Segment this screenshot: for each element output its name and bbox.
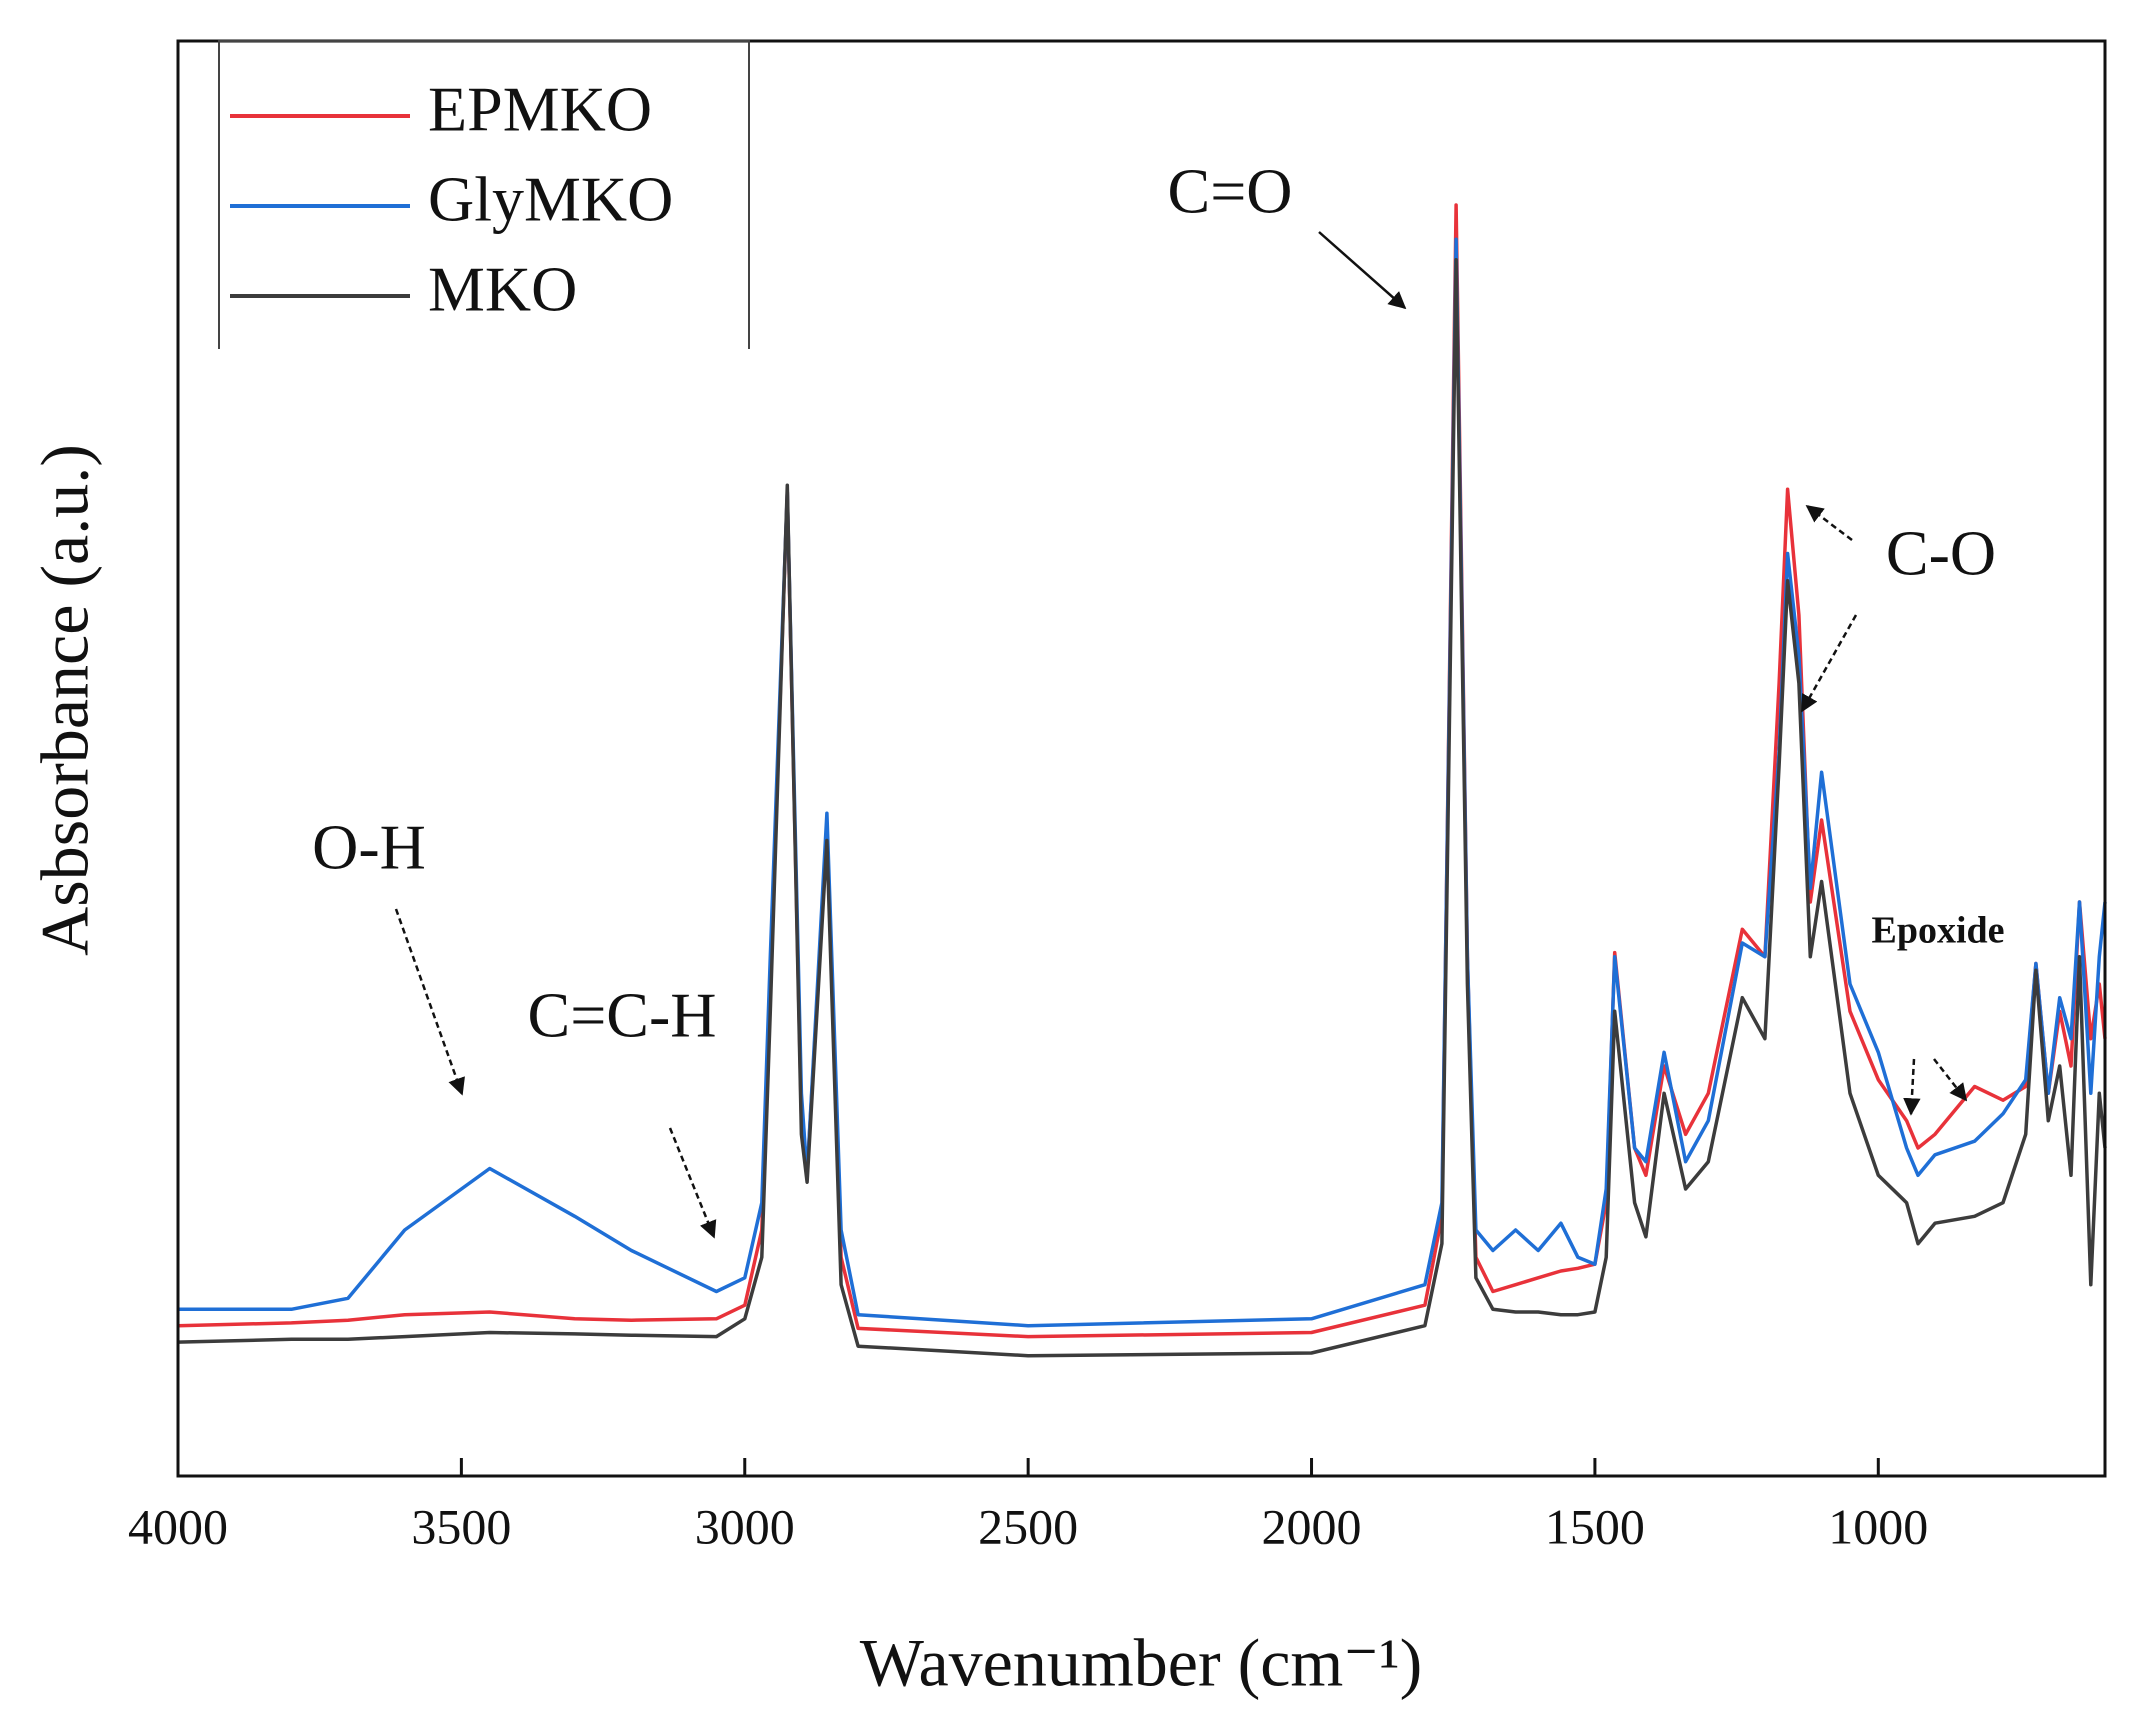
x-tick-label: 2500 <box>978 1498 1078 1554</box>
annotation-arrow <box>1933 1058 1968 1102</box>
annotation-arrow <box>394 908 465 1096</box>
annotation: O-H <box>312 812 426 883</box>
annotation: Epoxide <box>1871 910 2004 952</box>
series-line <box>177 203 2107 1339</box>
x-tick-label: 1500 <box>1545 1498 1645 1554</box>
x-axis-title: Wavenumber (cm⁻¹) <box>860 1625 1422 1701</box>
legend-label: EPMKO <box>428 74 652 145</box>
series-line <box>178 237 2107 1328</box>
annotation: C=O <box>1168 156 1293 227</box>
legend-frame <box>218 40 750 349</box>
y-axis-title: Asbsorbance (a.u.) <box>27 444 103 956</box>
x-tick-label: 1000 <box>1828 1498 1928 1554</box>
x-tick-label: 4000 <box>128 1498 228 1554</box>
annotation-arrow <box>1903 1058 1921 1116</box>
annotation: C=C-H <box>528 980 717 1051</box>
x-tick-label: 2000 <box>1262 1498 1362 1554</box>
annotation: C-O <box>1886 518 1996 589</box>
x-tick-label: 3000 <box>695 1498 795 1554</box>
annotation-arrow <box>668 1127 717 1239</box>
series-line <box>177 257 2107 1358</box>
x-tick-label: 3500 <box>411 1498 511 1554</box>
legend-label: GlyMKO <box>428 164 673 235</box>
annotation-arrow <box>1805 504 1853 541</box>
annotation-arrow <box>1800 614 1858 713</box>
annotation-arrow <box>1318 231 1407 310</box>
legend-label: MKO <box>428 254 577 325</box>
plot-frame <box>176 39 2107 1478</box>
